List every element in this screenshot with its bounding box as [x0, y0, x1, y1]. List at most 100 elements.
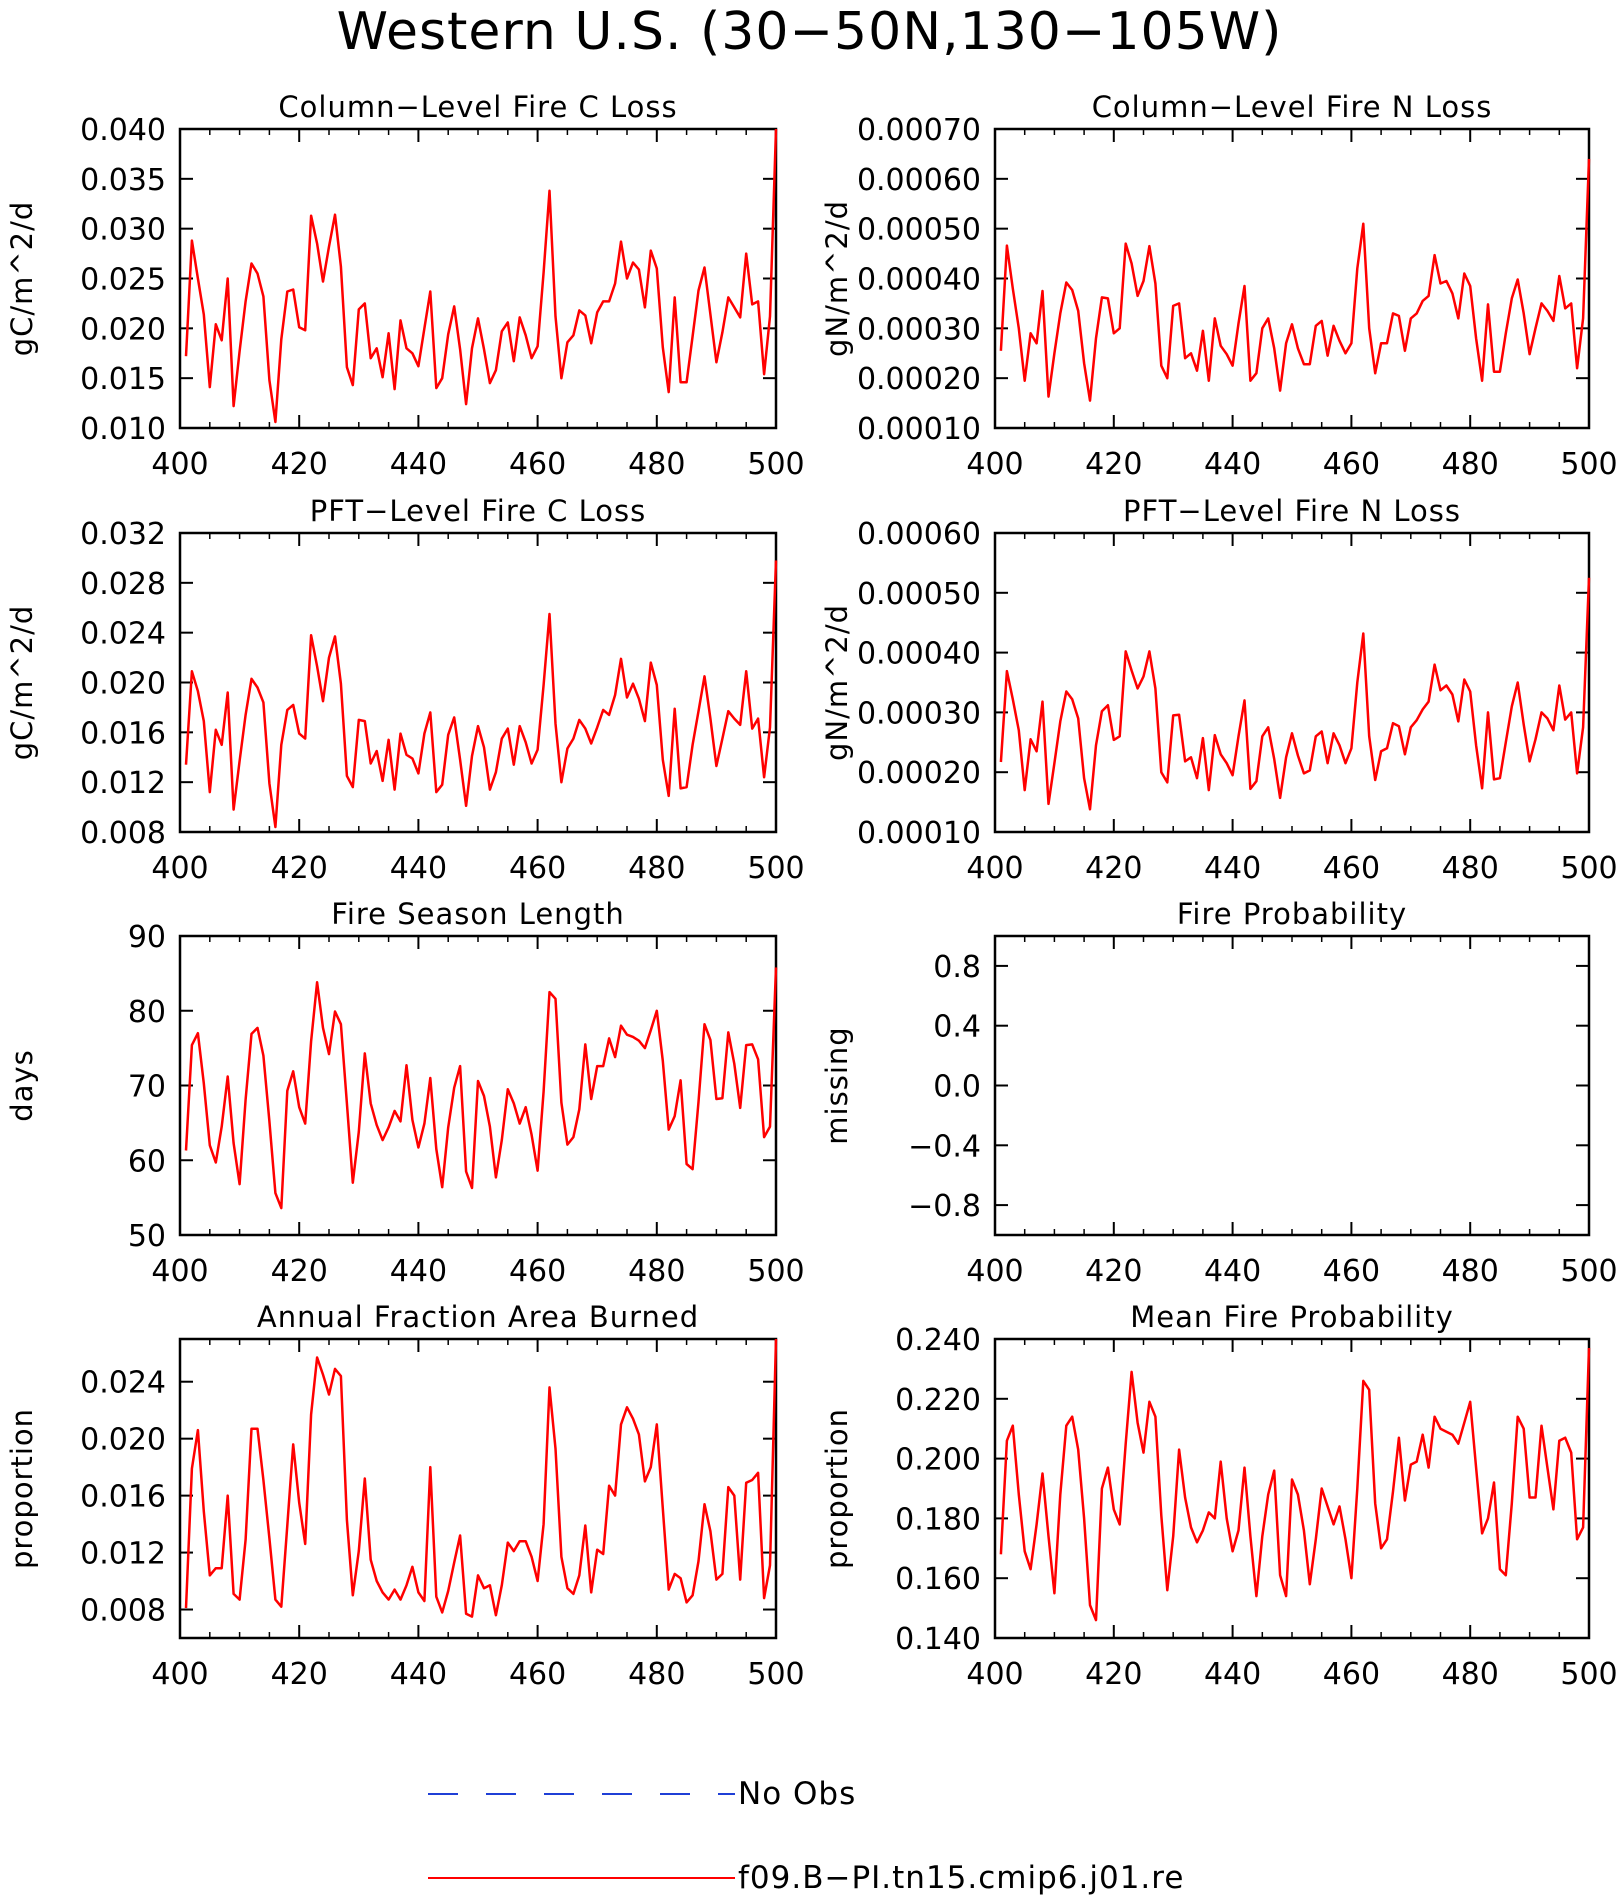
x-tick-label: 440 — [1204, 1657, 1261, 1692]
x-tick-label: 480 — [1442, 851, 1499, 886]
y-tick-label: 0.200 — [895, 1443, 981, 1478]
x-tick-label: 400 — [966, 447, 1023, 482]
y-tick-label: 0.00020 — [857, 756, 981, 791]
y-tick-label: 0.030 — [80, 213, 166, 248]
panel-title: Column−Level Fire N Loss — [1092, 90, 1493, 124]
x-tick-label: 400 — [151, 1657, 208, 1692]
x-tick-label: 420 — [1085, 1657, 1142, 1692]
x-tick-label: 460 — [509, 1657, 566, 1692]
y-tick-label: 0.4 — [933, 1010, 981, 1045]
x-tick-label: 500 — [1560, 1657, 1617, 1692]
y-tick-label: 0.008 — [80, 1594, 166, 1629]
y-tick-label: 0.040 — [80, 113, 166, 148]
x-tick-label: 440 — [1204, 851, 1261, 886]
y-tick-label: 70 — [128, 1070, 166, 1105]
y-tick-label: 0.020 — [80, 667, 166, 702]
x-tick-label: 420 — [1085, 851, 1142, 886]
y-tick-label: 60 — [128, 1144, 166, 1179]
y-tick-label: 0.8 — [933, 950, 981, 985]
y-tick-label: 0.00060 — [857, 517, 981, 552]
data-series-line — [184, 967, 778, 1210]
y-axis-label: gC/m^2/d — [5, 201, 39, 357]
panel-frame — [993, 934, 1591, 1237]
y-axis-label: gN/m^2/d — [820, 604, 854, 761]
y-tick-label: 0.00070 — [857, 113, 981, 148]
y-tick-label: 0.016 — [80, 1480, 166, 1515]
x-tick-label: 400 — [966, 1657, 1023, 1692]
x-tick-label: 460 — [509, 447, 566, 482]
x-tick-label: 400 — [966, 851, 1023, 886]
panel-title: Column−Level Fire C Loss — [278, 90, 677, 124]
x-tick-label: 480 — [628, 851, 685, 886]
x-tick-label: 500 — [747, 851, 804, 886]
x-tick-label: 420 — [271, 447, 328, 482]
x-tick-label: 420 — [1085, 447, 1142, 482]
x-tick-label: 400 — [151, 1254, 208, 1289]
y-tick-label: 0.024 — [80, 1366, 166, 1401]
x-tick-label: 480 — [628, 447, 685, 482]
panel-frame — [993, 531, 1591, 834]
panel-title: Fire Probability — [1177, 897, 1407, 931]
y-tick-label: 0.015 — [80, 362, 166, 397]
x-tick-label: 500 — [747, 447, 804, 482]
y-tick-label: 0.140 — [895, 1622, 981, 1657]
y-axis-label: gC/m^2/d — [5, 605, 39, 761]
y-tick-label: 0.00050 — [857, 213, 981, 248]
data-series-line — [999, 577, 1591, 811]
x-tick-label: 500 — [1560, 851, 1617, 886]
x-tick-label: 480 — [1442, 447, 1499, 482]
x-tick-label: 460 — [1323, 447, 1380, 482]
x-tick-label: 400 — [151, 851, 208, 886]
x-tick-label: 440 — [1204, 1254, 1261, 1289]
y-tick-label: 0.160 — [895, 1562, 981, 1597]
y-tick-label: 0.035 — [80, 163, 166, 198]
y-axis-label: proportion — [5, 1408, 39, 1569]
x-tick-label: 500 — [1560, 1254, 1617, 1289]
y-tick-label: 0.00060 — [857, 163, 981, 198]
y-tick-label: 0.012 — [80, 1537, 166, 1572]
y-tick-label: 80 — [128, 995, 166, 1030]
x-tick-label: 460 — [509, 1254, 566, 1289]
x-tick-label: 440 — [390, 851, 447, 886]
x-tick-label: 480 — [1442, 1254, 1499, 1289]
panel-title: Fire Season Length — [331, 897, 624, 931]
y-tick-label: 0.012 — [80, 766, 166, 801]
x-tick-label: 460 — [1323, 1657, 1380, 1692]
y-tick-label: 0.025 — [80, 263, 166, 298]
x-tick-label: 500 — [747, 1657, 804, 1692]
x-tick-label: 440 — [390, 1657, 447, 1692]
panel-frame — [178, 1337, 778, 1640]
panel-title: Annual Fraction Area Burned — [257, 1300, 699, 1334]
y-tick-label: 0.00010 — [857, 412, 981, 447]
x-tick-label: 480 — [1442, 1657, 1499, 1692]
y-tick-label: −0.8 — [908, 1189, 981, 1224]
y-tick-label: 0.0 — [933, 1070, 981, 1105]
x-tick-label: 440 — [390, 447, 447, 482]
y-tick-label: 0.00010 — [857, 816, 981, 851]
y-tick-label: 0.024 — [80, 617, 166, 652]
y-tick-label: 0.220 — [895, 1383, 981, 1418]
panel-frame — [993, 127, 1591, 430]
data-series-line — [184, 560, 778, 829]
y-tick-label: 0.00040 — [857, 637, 981, 672]
x-tick-label: 500 — [1560, 447, 1617, 482]
y-tick-label: 0.00040 — [857, 263, 981, 298]
x-tick-label: 460 — [1323, 851, 1380, 886]
panel-title: Mean Fire Probability — [1130, 1300, 1454, 1334]
y-axis-label: days — [5, 1049, 39, 1121]
data-series-line — [184, 1338, 778, 1618]
x-tick-label: 480 — [628, 1657, 685, 1692]
y-tick-label: 0.032 — [80, 517, 166, 552]
x-tick-label: 460 — [509, 851, 566, 886]
x-tick-label: 400 — [151, 447, 208, 482]
x-tick-label: 440 — [1204, 447, 1261, 482]
y-tick-label: −0.4 — [908, 1129, 981, 1164]
y-tick-label: 0.240 — [895, 1323, 981, 1358]
x-tick-label: 420 — [271, 1254, 328, 1289]
y-tick-label: 0.010 — [80, 412, 166, 447]
y-tick-label: 0.00030 — [857, 312, 981, 347]
y-tick-label: 50 — [128, 1219, 166, 1254]
panel-title: PFT−Level Fire C Loss — [310, 494, 647, 528]
x-tick-label: 400 — [966, 1254, 1023, 1289]
